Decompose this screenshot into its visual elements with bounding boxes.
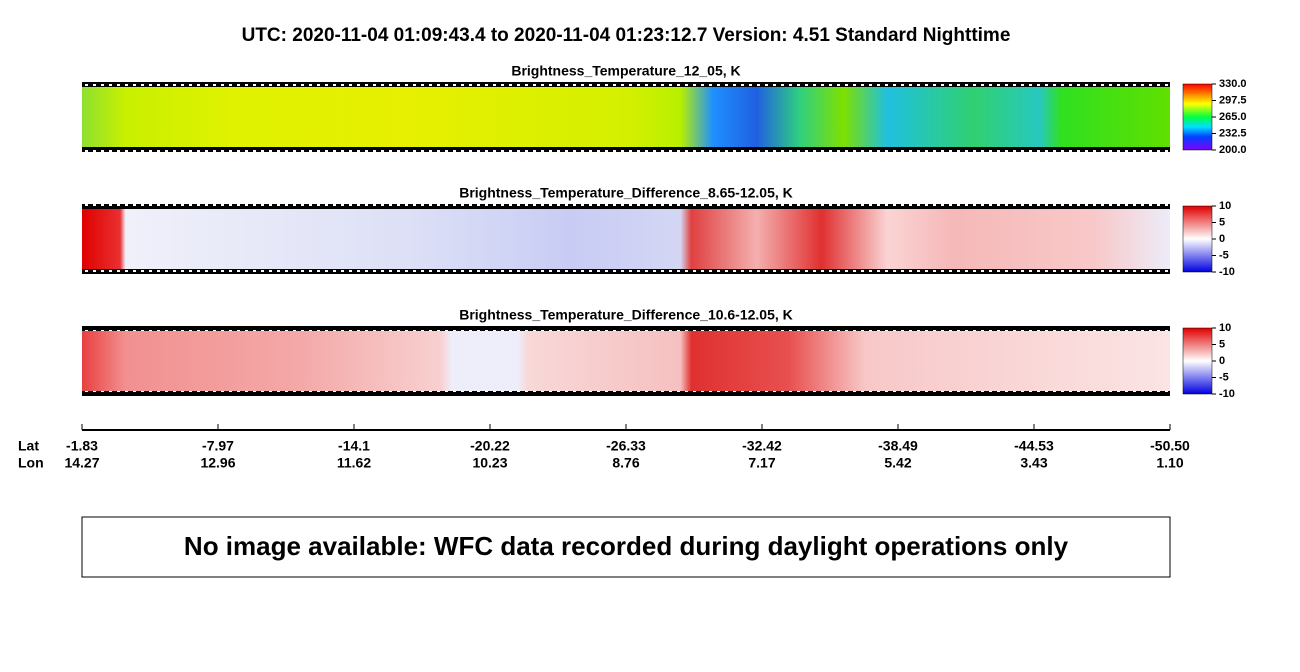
colorbar-tick-label: -10 [1219,266,1235,278]
colorbar-tick-label: 5 [1219,216,1225,228]
colorbar-tick-label: -5 [1219,249,1229,261]
colorbar [1182,205,1213,273]
lat-tick-label: -7.97 [202,438,234,454]
lat-tick-label: -14.1 [338,438,370,454]
panel-title: Brightness_Temperature_Difference_10.6-1… [459,307,793,323]
colorbar-tick-label: 297.5 [1219,94,1247,106]
colorbar-tick-label: 0 [1219,355,1225,367]
lon-tick-label: 7.17 [748,455,775,471]
colorbar [1182,327,1213,395]
colorbar-tick-label: 5 [1219,338,1225,350]
lat-tick-label: -50.50 [1150,438,1190,454]
colorbar-tick-label: 0 [1219,233,1225,245]
panel-title: Brightness_Temperature_12_05, K [511,63,740,79]
lon-tick-label: 11.62 [337,455,371,471]
lat-tick-label: -44.53 [1014,438,1054,454]
heatmap-image [82,84,1170,150]
notice: No image available: WFC data recorded du… [184,531,1069,561]
lon-tick-label: 14.27 [64,455,99,471]
swath-edge [82,147,1170,152]
lat-tick-label: -38.49 [878,438,918,454]
lon-tick-label: 3.43 [1020,455,1047,471]
colorbar-tick-label: 265.0 [1219,111,1247,123]
lat-tick-label: -20.22 [470,438,510,454]
colorbar-tick-label: -5 [1219,371,1229,383]
lat-tick-label: -32.42 [742,438,782,454]
swath-edge [82,269,1170,274]
colorbar [1182,83,1213,151]
lat-tick-label: -1.83 [66,438,98,454]
heatmap-image [82,328,1170,394]
lon-label: Lon [18,455,44,471]
colorbar-tick-label: 330.0 [1219,78,1247,90]
colorbar-tick-label: 200.0 [1219,144,1247,156]
heatmap-image [82,206,1170,272]
notice-box [81,516,1171,578]
lat-tick-label: -26.33 [606,438,646,454]
lat-label: Lat [18,438,39,454]
swath-edge [82,391,1170,396]
swath-edge [82,82,1170,87]
lon-tick-label: 10.23 [472,455,507,471]
swath-edge [82,204,1170,209]
colorbar-tick-label: 232.5 [1219,127,1247,139]
colorbar-tick-label: -10 [1219,388,1235,400]
lon-tick-label: 8.76 [612,455,639,471]
colorbar-tick-label: 10 [1219,200,1231,212]
panel-title: Brightness_Temperature_Difference_8.65-1… [459,185,793,201]
colorbar-tick-label: 10 [1219,322,1231,334]
lon-tick-label: 5.42 [884,455,911,471]
lon-tick-label: 1.10 [1156,455,1183,471]
lon-tick-label: 12.96 [200,455,235,471]
swath-edge [82,326,1170,331]
page-title: UTC: 2020-11-04 01:09:43.4 to 2020-11-04… [242,25,1011,46]
